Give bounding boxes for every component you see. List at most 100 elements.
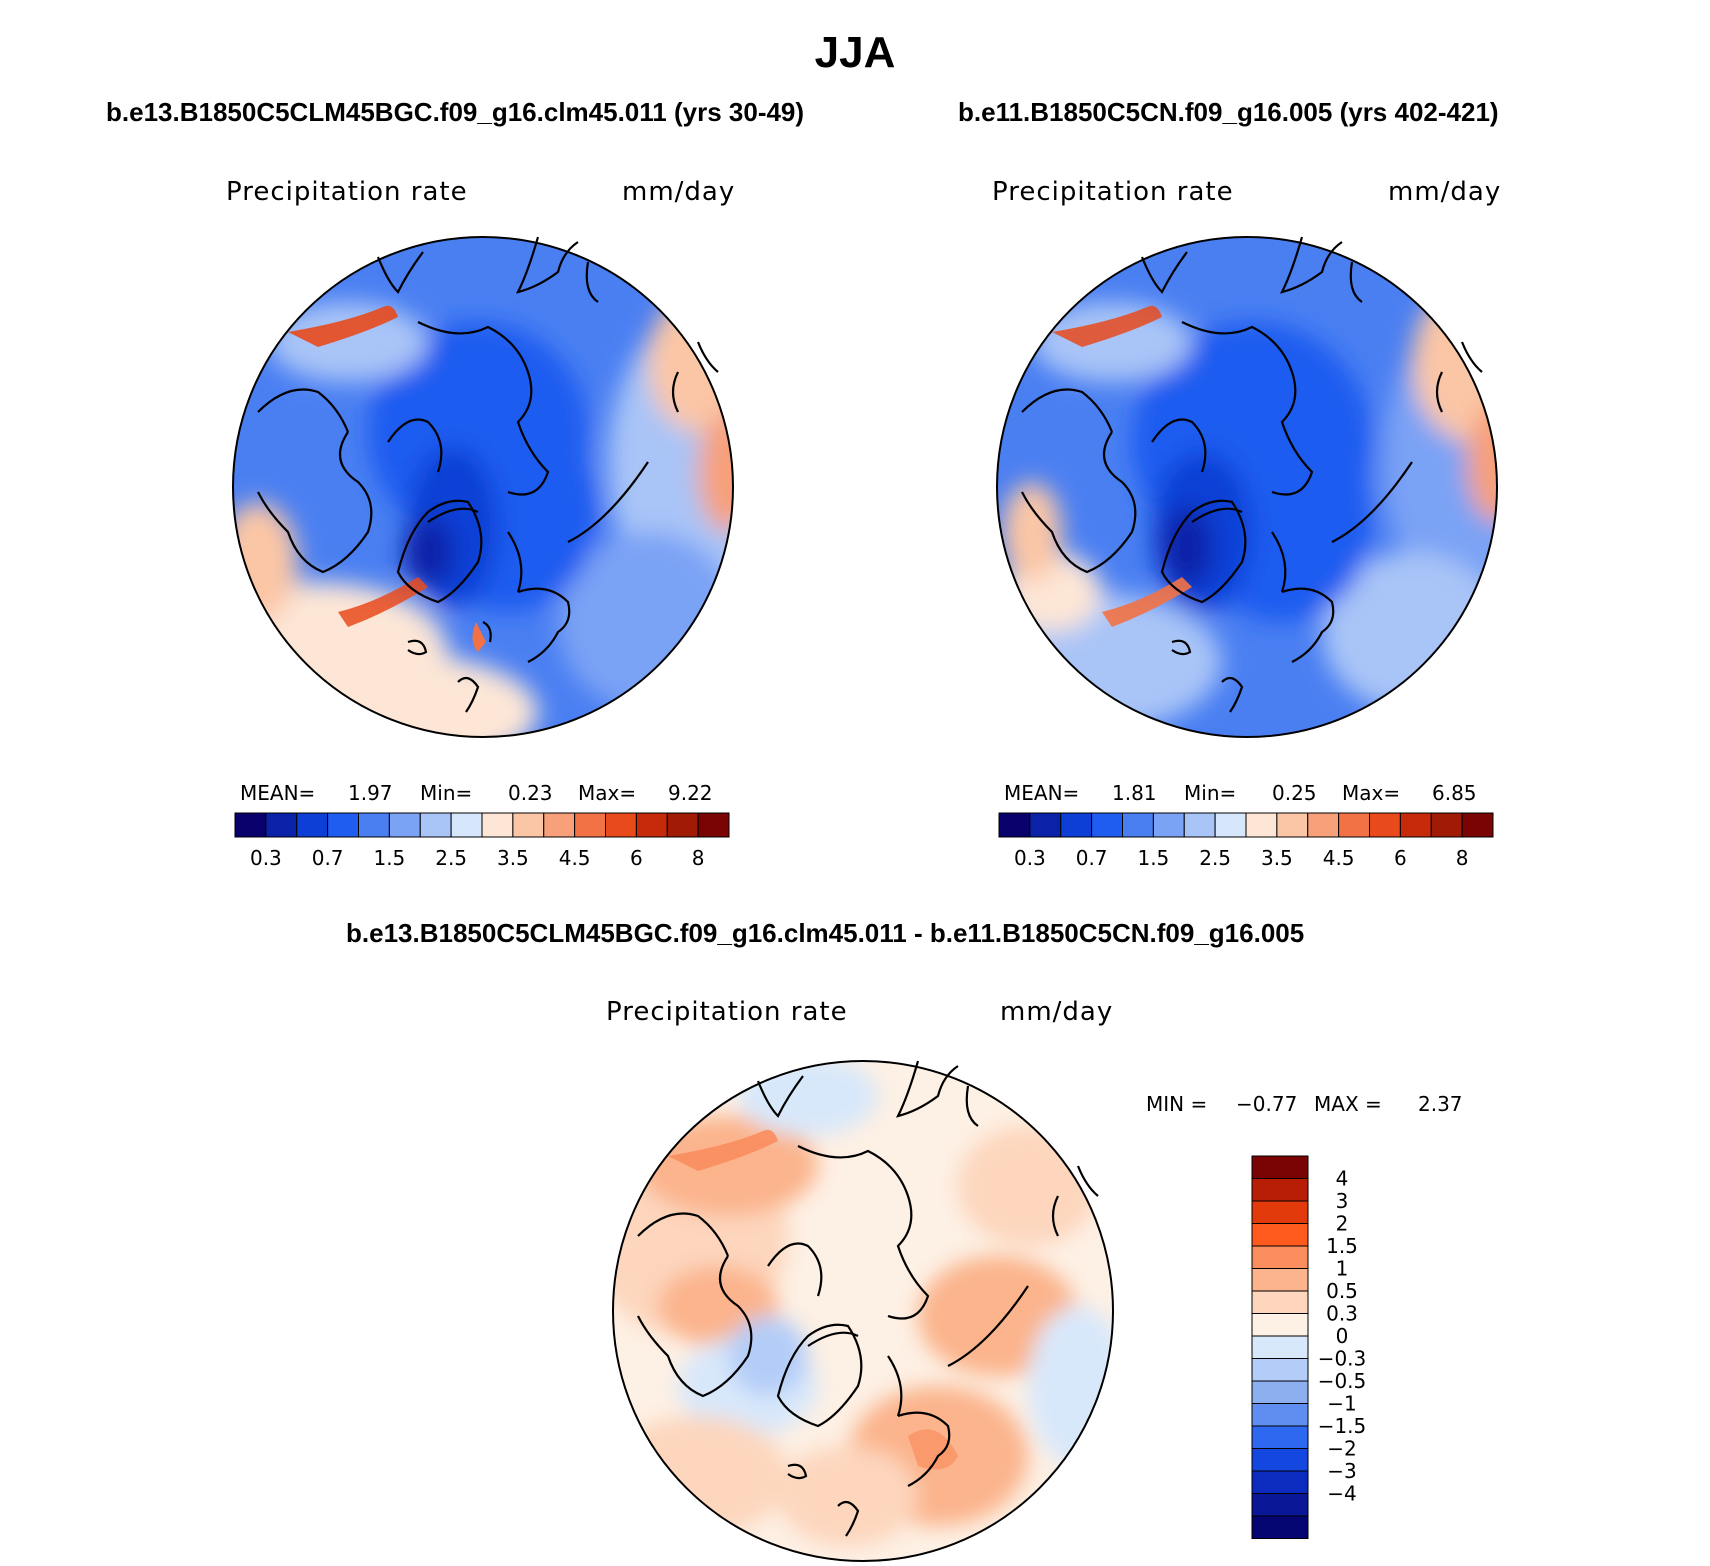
panel-a-greenland-coast-hotspot <box>338 577 428 627</box>
panel-a-mean-value: 1.97 <box>348 781 393 805</box>
panel-a-units-label: mm/day <box>622 177 736 207</box>
panel-b-colorbar-tick-label: 3.5 <box>1261 846 1293 870</box>
panel-b-subtitle: b.e11.B1850C5CN.f09_g16.005 (yrs 402-421… <box>958 97 1499 127</box>
panel-a-colorbar-tick-label: 0.7 <box>312 846 344 870</box>
panel-a-colorbar-tick-label: 3.5 <box>497 846 529 870</box>
diff-colorbar-bin-9 <box>1251 1358 1309 1382</box>
panel-a-colorbar: 0.3 0.7 1.5 2.5 3.5 4.5 6 8 <box>234 812 730 870</box>
diff-colorbar-tick-label: 0.5 <box>1326 1279 1358 1303</box>
panel-b-colorbar-bin-13 <box>1399 812 1432 838</box>
panel-a-map-frame <box>232 236 734 738</box>
panel-a-colorbar-tick-label: 8 <box>692 846 705 870</box>
diff-colorbar-bin-10 <box>1251 1380 1309 1404</box>
diff-pacific-hotspot <box>668 1129 778 1171</box>
panel-a-variable-label: Precipitation rate <box>226 177 468 207</box>
diff-colorbar-bin-14 <box>1251 1470 1309 1494</box>
panel-b-mean-label: MEAN= <box>1004 781 1080 805</box>
panel-b-colorbar-bin-6 <box>1183 812 1216 838</box>
panel-b-colorbar-bin-5 <box>1152 812 1185 838</box>
panel-b-units-label: mm/day <box>1388 177 1502 207</box>
panel-a-colorbar-bin-4 <box>358 812 390 838</box>
diff-colorbar-bin-11 <box>1251 1403 1309 1427</box>
diff-colorbar-tick-label: 2 <box>1336 1212 1349 1236</box>
panel-b-mean-value: 1.81 <box>1112 781 1157 805</box>
panel-b-colorbar-tick-label: 4.5 <box>1323 846 1355 870</box>
panel-b-colorbar-bin-3 <box>1091 812 1123 838</box>
panel-b-colorbar-bin-11 <box>1338 812 1370 838</box>
diff-coastlines <box>637 1060 1099 1537</box>
diff-subtitle: b.e13.B1850C5CLM45BGC.f09_g16.clm45.011 … <box>346 918 1305 948</box>
panel-b-map-frame <box>996 236 1498 738</box>
panel-b-colorbar-bin-9 <box>1276 812 1309 838</box>
panel-a-min-label: Min= <box>420 781 473 805</box>
panel-a-colorbar-bin-5 <box>388 812 421 838</box>
diff-colorbar-bin-15 <box>1251 1493 1309 1517</box>
panel-a-colorbar-bin-8 <box>481 812 514 838</box>
diff-min-label: MIN = <box>1146 1092 1208 1116</box>
diff-colorbar-tick-label: 4 <box>1336 1167 1349 1191</box>
panel-a-colorbar-bin-13 <box>635 812 668 838</box>
diff-colorbar-bin-7 <box>1251 1313 1309 1337</box>
panel-b-colorbar-bin-1 <box>1029 812 1062 838</box>
figure-title: JJA <box>814 28 896 77</box>
diff-variable-label: Precipitation rate <box>606 997 848 1027</box>
panel-b-max-value: 6.85 <box>1432 781 1477 805</box>
panel-b-min-label: Min= <box>1184 781 1237 805</box>
panel-a-norway-hotspot <box>472 622 486 652</box>
diff-map <box>612 1060 1114 1562</box>
panel-a-colorbar-bin-12 <box>605 812 637 838</box>
panel-a-min-value: 0.23 <box>508 781 553 805</box>
diff-colorbar-bin-2 <box>1251 1200 1309 1224</box>
panel-a-colorbar-bin-0 <box>234 812 267 838</box>
panel-a-colorbar-bin-11 <box>574 812 606 838</box>
panel-a-colorbar-bin-9 <box>512 812 545 838</box>
panel-a-colorbar-tick-label: 6 <box>630 846 643 870</box>
panel-b-colorbar-bin-4 <box>1122 812 1154 838</box>
diff-colorbar-tick-label: 3 <box>1336 1189 1349 1213</box>
diff-colorbar-bin-6 <box>1251 1290 1309 1314</box>
diff-colorbar-tick-label: 0 <box>1336 1324 1349 1348</box>
diff-europe-hotspot <box>908 1429 958 1470</box>
diff-colorbar-bin-1 <box>1251 1178 1309 1202</box>
panel-b-greenland-coast-hotspot <box>1102 577 1192 627</box>
diff-units-label: mm/day <box>1000 997 1114 1027</box>
panel-b-colorbar-bin-15 <box>1461 812 1494 838</box>
panel-b-colorbar: 0.3 0.7 1.5 2.5 3.5 4.5 6 8 <box>998 812 1494 870</box>
panel-b-pacific-hotspot <box>1052 305 1162 347</box>
panel-a-colorbar-bin-10 <box>543 812 576 838</box>
panel-b-colorbar-tick-label: 0.7 <box>1076 846 1108 870</box>
panel-b-colorbar-bin-8 <box>1245 812 1278 838</box>
panel-a-colorbar-bin-6 <box>419 812 452 838</box>
diff-min-value: −0.77 <box>1236 1092 1298 1116</box>
panel-b-colorbar-tick-label: 2.5 <box>1199 846 1231 870</box>
panel-a-colorbar-tick-label: 2.5 <box>435 846 467 870</box>
diff-colorbar-tick-label: −3 <box>1327 1459 1356 1483</box>
diff-colorbar-bin-4 <box>1251 1245 1309 1269</box>
diff-colorbar-tick-label: −2 <box>1327 1437 1356 1461</box>
panel-a-colorbar-tick-label: 4.5 <box>559 846 591 870</box>
panel-b-colorbar-bin-7 <box>1214 812 1247 838</box>
diff-max-value: 2.37 <box>1418 1092 1463 1116</box>
panel-a-colorbar-tick-label: 1.5 <box>373 846 405 870</box>
diff-colorbar-tick-label: 1.5 <box>1326 1234 1358 1258</box>
diff-colorbar-bin-8 <box>1251 1335 1309 1359</box>
panel-a-colorbar-bin-1 <box>265 812 298 838</box>
diff-colorbar-bin-16 <box>1251 1515 1309 1539</box>
diff-colorbar-tick-label: −0.3 <box>1318 1347 1367 1371</box>
panel-b-colorbar-tick-label: 6 <box>1394 846 1407 870</box>
diff-colorbar-tick-label: 1 <box>1336 1257 1349 1281</box>
panel-b-colorbar-bin-10 <box>1307 812 1340 838</box>
panel-a-colorbar-bin-3 <box>327 812 359 838</box>
diff-colorbar-tick-label: −4 <box>1327 1482 1356 1506</box>
panel-a-colorbar-bin-14 <box>666 812 699 838</box>
panel-b-max-label: Max= <box>1342 781 1401 805</box>
panel-a-pacific-hotspot <box>288 305 398 347</box>
diff-colorbar-tick-label: 0.3 <box>1326 1302 1358 1326</box>
panel-b-colorbar-tick-label: 8 <box>1456 846 1469 870</box>
panel-b-colorbar-bin-0 <box>998 812 1031 838</box>
diff-max-label: MAX = <box>1314 1092 1382 1116</box>
panel-a-colorbar-bin-2 <box>296 812 329 838</box>
panel-a-colorbar-bin-7 <box>450 812 483 838</box>
diff-colorbar-bin-0 <box>1251 1155 1309 1179</box>
